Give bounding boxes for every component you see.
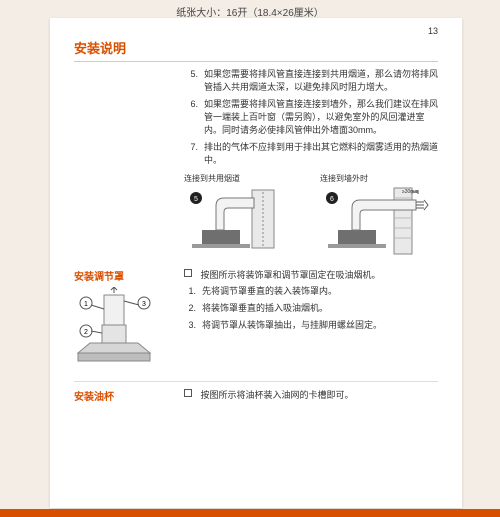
- bullet-line: 按图所示将装饰罩和调节罩固定在吸油烟机。: [184, 268, 438, 281]
- footer-accent-bar: [0, 509, 500, 517]
- list-item: 7. 排出的气体不应排到用于排出其它燃料的烟雾适用的热烟道中。: [184, 141, 438, 167]
- divider: [74, 381, 438, 382]
- figure-badge: 6: [330, 196, 334, 203]
- callout: 2: [84, 329, 88, 336]
- duct-to-wall-diagram: ≥30mm 6: [320, 186, 430, 258]
- list-item: 6. 如果您需要将排风管直接连接到墙外，那么我们建议在排风管一端装上百叶窗（需另…: [184, 98, 438, 137]
- callout: 3: [142, 301, 146, 308]
- paper-size-caption: 纸张大小：16开（18.4×26厘米）: [0, 4, 500, 19]
- list-item-number: 1.: [184, 285, 202, 298]
- figure-left: 连接到共用烟道 5: [184, 173, 302, 260]
- section-heading: 安装油杯: [74, 388, 184, 403]
- list-item-text: 如果您需要将排风管直接连接到墙外，那么我们建议在排风管一端装上百叶窗（需另购），…: [204, 98, 438, 137]
- figure-caption: 连接到共用烟道: [184, 173, 302, 184]
- section-adjust-cover: 安装调节罩 1 2 3: [74, 268, 438, 373]
- install-notes-list: 5. 如果您需要将排风管直接连接到共用烟道，那么请勿将排风管插入共用烟道太深，以…: [184, 68, 438, 167]
- page-number: 13: [74, 26, 438, 36]
- list-item: 5. 如果您需要将排风管直接连接到共用烟道，那么请勿将排风管插入共用烟道太深，以…: [184, 68, 438, 94]
- viewport: 纸张大小：16开（18.4×26厘米） 13 安装说明 5. 如果您需要将排风管…: [0, 0, 500, 517]
- list-item: 2. 将装饰罩垂直的插入吸油烟机。: [184, 302, 438, 315]
- figure-right: 连接到墙外时: [320, 173, 438, 260]
- list-item-text: 先将调节罩垂直的装入装饰罩内。: [202, 285, 438, 298]
- list-item-number: 3.: [184, 319, 202, 332]
- section-heading: 安装调节罩: [74, 268, 184, 283]
- list-item-text: 将装饰罩垂直的插入吸油烟机。: [202, 302, 438, 315]
- list-item-text: 将调节罩从装饰罩抽出，与挂脚用螺丝固定。: [202, 319, 438, 332]
- list-item-number: 7.: [184, 141, 204, 167]
- figure-badge: 5: [194, 196, 198, 203]
- list-item: 3. 将调节罩从装饰罩抽出，与挂脚用螺丝固定。: [184, 319, 438, 332]
- document-page: 13 安装说明 5. 如果您需要将排风管直接连接到共用烟道，那么请勿将排风管插入…: [50, 18, 462, 508]
- figure-caption: 连接到墙外时: [320, 173, 438, 184]
- bullet-line: 按图所示将油杯装入油网的卡槽即可。: [184, 388, 438, 401]
- list-item-number: 2.: [184, 302, 202, 315]
- figure-row: 连接到共用烟道 5 连接到墙外时: [184, 173, 438, 260]
- list-item-number: 6.: [184, 98, 204, 137]
- list-item: 1. 先将调节罩垂直的装入装饰罩内。: [184, 285, 438, 298]
- page-title: 安装说明: [74, 38, 438, 62]
- callout: 1: [84, 301, 88, 308]
- square-bullet-icon: [184, 269, 192, 277]
- duct-to-shared-flue-diagram: 5: [184, 186, 294, 258]
- square-bullet-icon: [184, 389, 192, 397]
- adjust-cover-diagram: 1 2 3: [74, 287, 164, 371]
- section-oil-cup: 安装油杯 按图所示将油杯装入油网的卡槽即可。: [74, 388, 438, 403]
- bullet-text: 按图所示将装饰罩和调节罩固定在吸油烟机。: [201, 270, 381, 280]
- list-item-text: 如果您需要将排风管直接连接到共用烟道，那么请勿将排风管插入共用烟道太深，以避免排…: [204, 68, 438, 94]
- bullet-text: 按图所示将油杯装入油网的卡槽即可。: [201, 390, 354, 400]
- list-item-text: 排出的气体不应排到用于排出其它燃料的烟雾适用的热烟道中。: [204, 141, 438, 167]
- list-item-number: 5.: [184, 68, 204, 94]
- dimension-label: ≥30mm: [402, 189, 419, 195]
